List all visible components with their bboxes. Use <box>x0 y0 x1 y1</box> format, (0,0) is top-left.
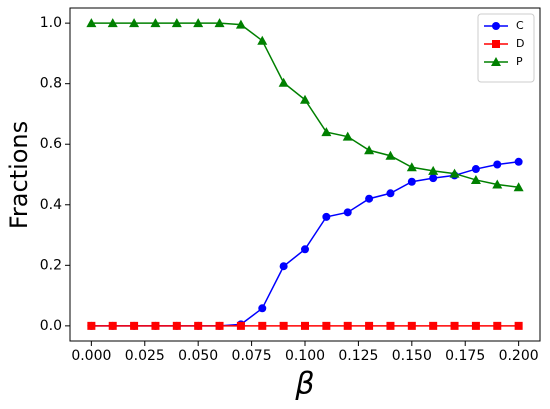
data-point <box>492 179 503 189</box>
y-tick-label: 0.0 <box>40 318 62 334</box>
data-point <box>471 321 480 330</box>
data-point <box>235 19 246 29</box>
data-point <box>258 304 267 313</box>
data-point <box>365 194 374 203</box>
data-point <box>193 18 204 28</box>
data-point <box>279 262 288 271</box>
data-point <box>107 18 118 28</box>
data-point <box>194 321 203 330</box>
data-point <box>258 321 267 330</box>
plot-frame <box>69 7 541 342</box>
data-point <box>493 321 502 330</box>
data-point <box>493 160 502 169</box>
x-tick-label: 0.025 <box>125 348 165 364</box>
legend-label: D <box>516 37 524 50</box>
data-point <box>171 18 182 28</box>
legend-marker <box>492 40 500 48</box>
y-tick-label: 0.8 <box>40 76 62 92</box>
legend-label: C <box>516 19 524 32</box>
data-point <box>279 321 288 330</box>
data-point <box>342 131 353 141</box>
data-point <box>150 18 161 28</box>
x-tick-label: 0.125 <box>338 348 378 364</box>
y-axis-label: Fractions <box>5 121 33 229</box>
data-point <box>322 321 331 330</box>
x-tick-label: 0.100 <box>285 348 325 364</box>
data-point <box>365 321 374 330</box>
data-point <box>514 321 523 330</box>
data-point <box>172 321 181 330</box>
data-point <box>343 208 352 217</box>
data-point <box>87 321 96 330</box>
x-tick-label: 0.075 <box>232 348 272 364</box>
legend-label: P <box>516 55 523 68</box>
data-point <box>322 212 331 221</box>
data-point <box>364 145 375 155</box>
data-point <box>407 177 416 186</box>
data-point <box>301 245 309 254</box>
legend-marker <box>492 22 500 30</box>
data-point <box>129 18 140 28</box>
x-axis-label: β <box>294 367 314 402</box>
y-tick-label: 0.2 <box>40 257 62 273</box>
data-point <box>215 321 224 330</box>
data-point <box>301 321 309 330</box>
data-point <box>214 18 225 28</box>
data-point <box>151 321 160 330</box>
legend: CDP <box>477 13 535 83</box>
data-point <box>108 321 117 330</box>
x-tick-label: 0.050 <box>178 348 218 364</box>
data-point <box>386 189 395 198</box>
x-tick-label: 0.175 <box>445 348 485 364</box>
x-tick-label: 0.150 <box>392 348 432 364</box>
data-point <box>429 321 438 330</box>
data-point <box>236 321 245 330</box>
data-point <box>449 168 460 178</box>
data-point <box>321 127 332 137</box>
x-tick-label: 0.000 <box>71 348 111 364</box>
legend-box <box>477 13 535 83</box>
data-point <box>407 321 416 330</box>
y-tick-label: 0.4 <box>40 197 62 213</box>
data-point <box>130 321 139 330</box>
data-point <box>86 18 97 28</box>
data-point <box>278 77 289 87</box>
data-point <box>300 94 310 104</box>
legend-marker <box>491 57 501 66</box>
data-point <box>386 321 395 330</box>
data-point <box>470 174 481 184</box>
data-point <box>513 182 524 192</box>
data-point <box>514 157 523 166</box>
data-point <box>450 321 459 330</box>
data-point <box>429 174 438 183</box>
data-point <box>343 321 352 330</box>
data-point <box>428 165 439 175</box>
data-point <box>406 162 417 172</box>
x-tick-label: 0.200 <box>499 348 539 364</box>
data-point <box>385 150 396 160</box>
y-tick-label: 0.6 <box>40 136 62 152</box>
data-point <box>471 165 480 174</box>
y-tick-label: 1.0 <box>40 15 62 31</box>
data-point <box>257 35 268 45</box>
